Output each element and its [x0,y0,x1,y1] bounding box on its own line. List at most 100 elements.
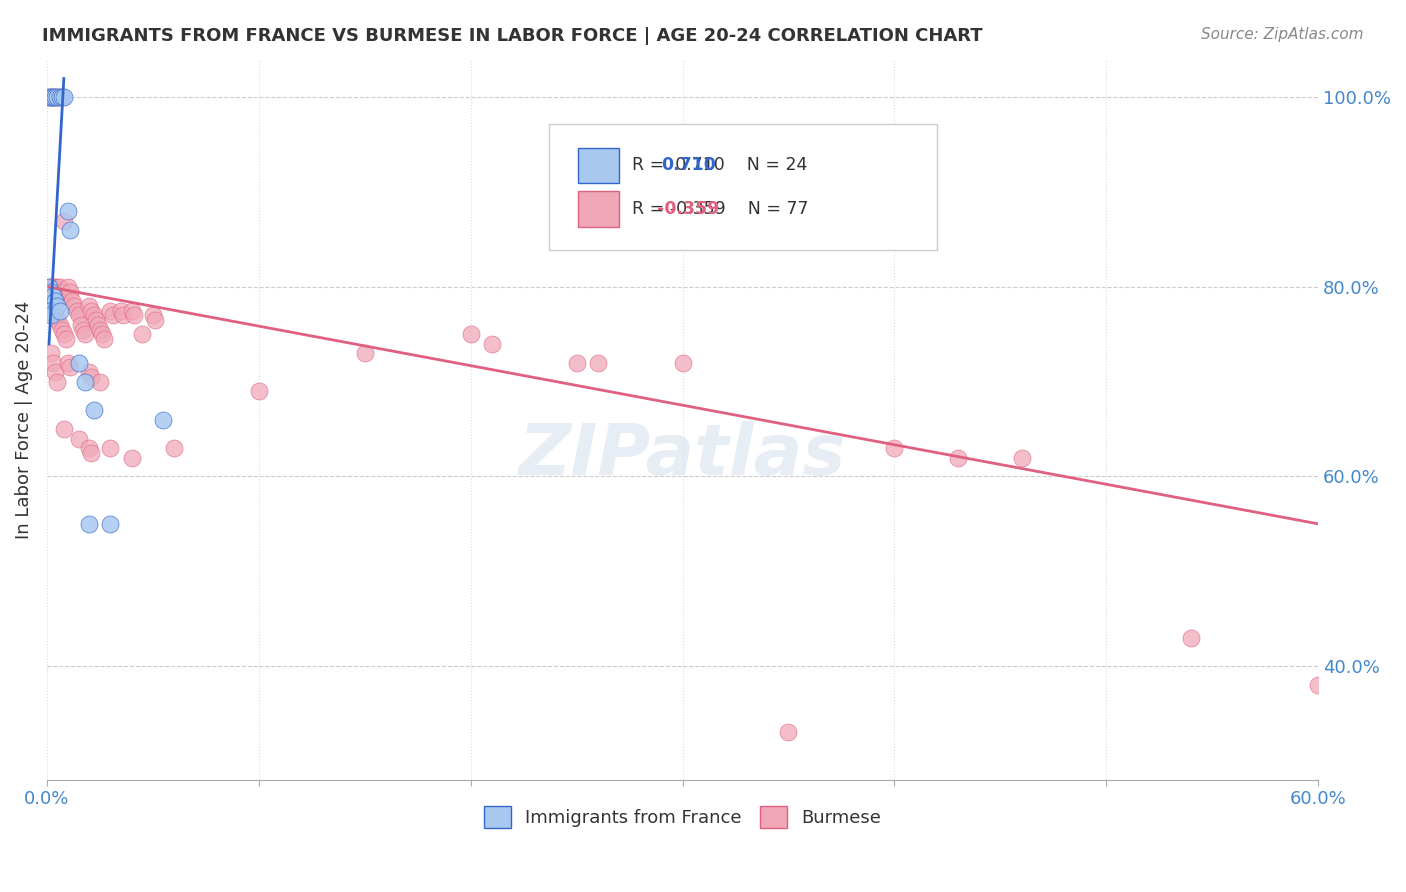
Point [39,285,62,299]
Point [73,327,96,342]
Point [247,384,270,399]
Point [48,303,70,318]
Point [89,375,111,389]
Point [42,356,65,370]
Point [46,299,69,313]
Point [122,309,145,323]
Point [39,280,62,294]
Point [142,309,165,323]
Point [69,318,91,332]
Point [946,450,969,465]
Point [38,280,60,294]
Point [93,332,115,346]
Point [51,323,73,337]
Point [39,289,62,303]
Point [44,90,66,104]
Text: IMMIGRANTS FROM FRANCE VS BURMESE IN LABOR FORCE | AGE 20-24 CORRELATION CHART: IMMIGRANTS FROM FRANCE VS BURMESE IN LAB… [42,27,983,45]
Point [100,303,122,318]
Point [56,356,79,370]
Text: ZIPatlas: ZIPatlas [519,421,846,490]
Point [1329,687,1351,701]
Point [52,327,75,342]
Point [77,365,100,379]
Point [1308,678,1330,692]
Point [44,309,66,323]
Text: -0.359: -0.359 [657,200,720,218]
Point [56,280,79,294]
Point [38,280,60,294]
Point [77,299,100,313]
Point [39,309,62,323]
Point [63,299,86,313]
Text: R =  0.710    N = 24: R = 0.710 N = 24 [631,156,807,175]
Point [59,360,82,375]
Point [65,303,87,318]
Text: 0.710: 0.710 [661,156,716,175]
Point [152,412,174,426]
Point [55,332,77,346]
Point [67,432,90,446]
Point [42,90,65,104]
Point [73,375,96,389]
Point [42,303,65,318]
Point [42,280,65,294]
Point [143,313,166,327]
Point [48,318,70,332]
Point [42,289,65,303]
Point [101,309,124,323]
Point [72,323,94,337]
Point [44,90,66,104]
Point [481,336,503,351]
Y-axis label: In Labor Force | Age 20-24: In Labor Force | Age 20-24 [15,301,32,539]
Point [83,309,105,323]
FancyBboxPatch shape [578,192,619,227]
Point [60,294,83,309]
FancyBboxPatch shape [578,148,619,184]
Point [44,280,66,294]
Point [42,285,65,299]
Point [52,422,75,436]
Point [67,356,90,370]
Point [39,90,62,104]
Point [52,289,75,303]
Point [110,303,132,318]
Point [38,90,60,104]
Point [1180,631,1202,645]
Point [48,280,70,294]
Point [121,450,143,465]
Point [80,303,103,318]
Legend: Immigrants from France, Burmese: Immigrants from France, Burmese [477,799,889,836]
Point [46,313,69,327]
Point [83,403,105,417]
Point [46,90,69,104]
Point [80,370,103,384]
Point [883,441,905,455]
FancyBboxPatch shape [548,124,936,251]
Point [91,327,114,342]
Text: R = -0.359    N = 77: R = -0.359 N = 77 [631,200,808,218]
Point [42,90,65,104]
Point [67,309,90,323]
Point [77,516,100,531]
Point [39,285,62,299]
Point [778,725,800,739]
Point [46,375,69,389]
Point [100,441,122,455]
Point [59,223,82,237]
Point [59,285,82,299]
Point [671,356,693,370]
Point [51,285,73,299]
Point [39,90,62,104]
Point [89,323,111,337]
Point [121,303,143,318]
Point [52,213,75,227]
Point [44,365,66,379]
Point [80,446,103,460]
Point [46,90,69,104]
Point [46,280,69,294]
Point [48,90,70,104]
Point [163,441,186,455]
Point [87,318,110,332]
Point [84,313,107,327]
Point [38,289,60,303]
